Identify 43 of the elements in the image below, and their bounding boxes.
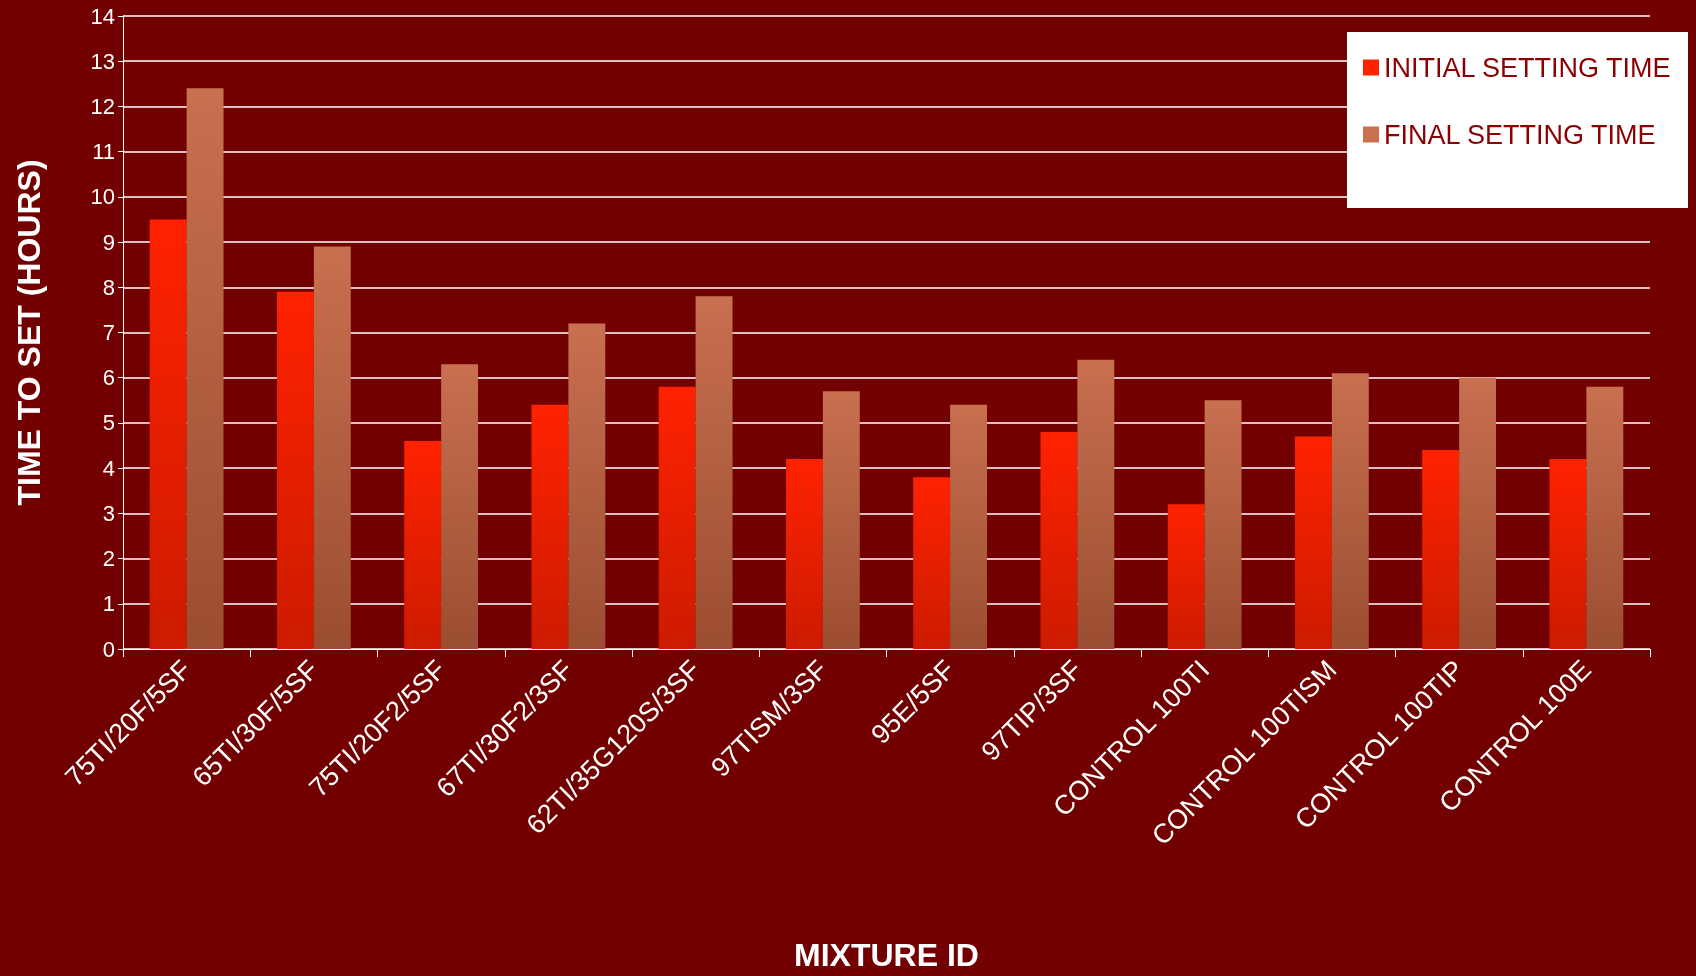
bar (1422, 450, 1460, 649)
bar (695, 296, 733, 649)
bar (1459, 377, 1497, 649)
bar (1294, 436, 1332, 649)
legend-label: INITIAL SETTING TIME (1383, 52, 1671, 83)
y-tick-label: 2 (102, 546, 115, 572)
bar (276, 291, 314, 649)
y-tick-label: 3 (102, 500, 115, 526)
bar (313, 246, 351, 649)
y-tick-label: 0 (102, 636, 115, 662)
bar (1040, 431, 1078, 649)
bar (950, 404, 988, 649)
bar (1204, 400, 1242, 649)
bar (441, 364, 479, 649)
x-axis-title: MIXTURE ID (794, 937, 979, 973)
y-tick-label: 6 (102, 365, 115, 391)
y-tick-label: 11 (92, 139, 115, 165)
y-tick-label: 4 (102, 455, 115, 481)
y-tick-label: 1 (102, 591, 115, 617)
bar (1077, 359, 1115, 649)
bar (1549, 459, 1587, 649)
bar (658, 386, 696, 649)
bar (785, 459, 823, 649)
bar (1167, 504, 1205, 649)
y-tick-label: 12 (90, 93, 115, 119)
legend-label: FINAL SETTING TIME (1383, 119, 1656, 150)
bar (913, 477, 951, 649)
y-tick-label: 10 (90, 184, 115, 210)
y-tick-label: 13 (90, 48, 115, 74)
bar (531, 404, 569, 649)
y-tick-label: 14 (90, 3, 115, 29)
bar (186, 88, 224, 649)
bar (568, 323, 606, 649)
y-tick-label: 5 (102, 410, 115, 436)
bar (1331, 373, 1369, 649)
bar (1586, 386, 1624, 649)
y-tick-label: 7 (102, 320, 115, 345)
y-axis-title: TIME TO SET (HOURS) (11, 159, 47, 506)
bar (404, 441, 442, 649)
y-tick-label: 9 (102, 229, 115, 255)
bar (149, 219, 187, 649)
bar (822, 391, 860, 649)
y-tick-label: 8 (102, 274, 115, 300)
